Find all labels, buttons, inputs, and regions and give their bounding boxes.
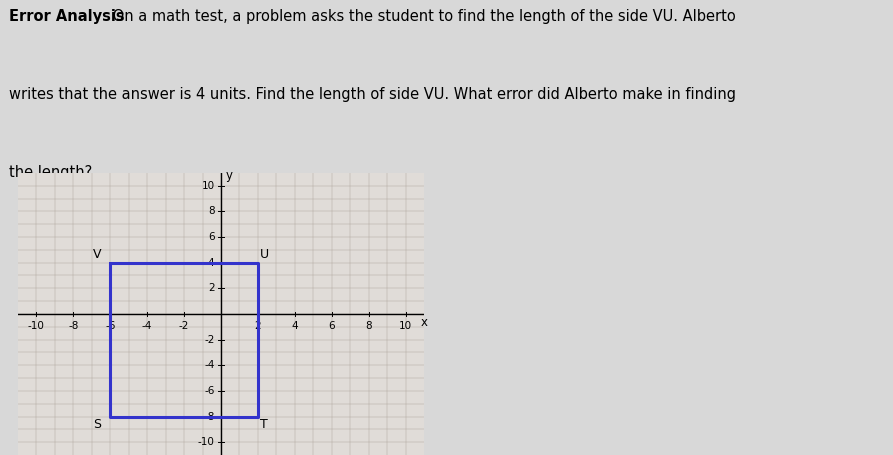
Text: -8: -8 [204,411,214,421]
Text: S: S [93,419,101,431]
Text: 6: 6 [208,232,214,242]
Text: y: y [226,169,233,182]
Text: the length?: the length? [9,165,92,180]
Text: V: V [93,248,101,261]
Text: 4: 4 [208,258,214,268]
Text: 8: 8 [365,321,372,331]
Text: x: x [421,316,428,329]
Text: -6: -6 [105,321,115,331]
Text: -2: -2 [204,334,214,344]
Text: 6: 6 [329,321,335,331]
Text: 2: 2 [208,283,214,293]
Text: -10: -10 [28,321,45,331]
Text: Error Analysis: Error Analysis [9,9,124,24]
Text: T: T [260,419,268,431]
Text: U: U [260,248,269,261]
Text: -10: -10 [197,437,214,447]
Text: 8: 8 [208,207,214,217]
Text: -8: -8 [68,321,79,331]
Text: On a math test, a problem asks the student to find the length of the side VU. Al: On a math test, a problem asks the stude… [108,9,736,24]
Text: 10: 10 [202,181,214,191]
Text: 10: 10 [399,321,413,331]
Text: -4: -4 [204,360,214,370]
Text: writes that the answer is 4 units. Find the length of side VU. What error did Al: writes that the answer is 4 units. Find … [9,87,736,102]
Text: 2: 2 [255,321,262,331]
Text: -4: -4 [142,321,153,331]
Text: 4: 4 [292,321,298,331]
Text: -6: -6 [204,386,214,396]
Text: -2: -2 [179,321,189,331]
